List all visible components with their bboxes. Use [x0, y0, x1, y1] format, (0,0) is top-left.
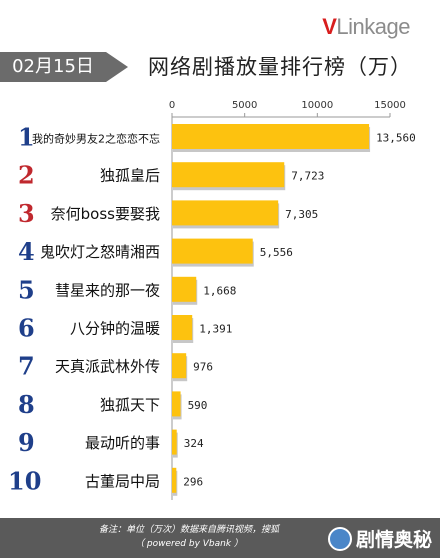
category-label: 八分钟的温暖: [70, 320, 160, 338]
data-label: 5,556: [260, 246, 293, 259]
x-tick-label: 10000: [301, 100, 333, 111]
x-tick-label: 0: [169, 100, 175, 111]
category-label: 鬼吹灯之怒晴湘西: [40, 243, 160, 261]
footer-note-line1: 备注：单位（万次）数据来自腾讯视频，搜狐: [98, 525, 279, 535]
date-badge: 02月15日: [0, 52, 128, 82]
data-label: 7,723: [291, 170, 324, 183]
data-label: 324: [184, 437, 204, 450]
category-label: 独孤皇后: [100, 167, 160, 185]
data-label: 1,391: [199, 323, 232, 336]
rank-number: 9: [18, 428, 35, 457]
bar: [172, 124, 370, 149]
footer-note: 备注：单位（万次）数据来自腾讯视频，搜狐 （ powered by Vbank …: [74, 523, 304, 551]
rank-number: 5: [18, 275, 35, 304]
rank-number: 4: [18, 237, 35, 266]
rank-number: 2: [18, 161, 35, 190]
bar: [172, 276, 197, 302]
rank-number: 10: [8, 466, 41, 495]
data-label: 13,560: [376, 132, 416, 145]
logo-v: V: [322, 14, 337, 39]
category-label: 彗星来的那一夜: [55, 281, 160, 299]
bar: [172, 315, 193, 340]
x-tick-label: 5000: [232, 100, 257, 111]
data-label: 976: [193, 361, 213, 374]
rank-number: 1: [18, 123, 35, 152]
chart-title: 网络剧播放量排行榜（万）: [148, 55, 412, 79]
bar: [172, 238, 253, 264]
bar: [172, 467, 177, 493]
footer-note-line2: （ powered by Vbank ）: [135, 539, 243, 549]
bar: [172, 162, 285, 188]
category-label: 古董局中局: [85, 472, 160, 490]
data-label: 296: [183, 475, 203, 488]
footer-bar: 备注：单位（万次）数据来自腾讯视频，搜狐 （ powered by Vbank …: [0, 518, 440, 558]
bar: [172, 429, 177, 455]
data-label: 1,668: [203, 284, 236, 297]
rank-number: 7: [18, 352, 35, 381]
vlinkage-logo: VLinkage: [322, 14, 410, 40]
category-label: 最动听的事: [85, 434, 160, 452]
logo-text: Linkage: [336, 14, 410, 39]
bar: [172, 391, 181, 417]
bar: [172, 353, 187, 379]
watermark: 剧情奥秘: [327, 525, 432, 552]
bar: [172, 200, 279, 226]
watermark-text: 剧情奥秘: [355, 529, 432, 551]
data-label: 590: [188, 399, 208, 412]
rank-number: 3: [18, 199, 35, 228]
category-label: 奈何boss要娶我: [51, 205, 160, 223]
category-label: 我的奇妙男友2之恋恋不忘: [32, 132, 160, 146]
category-label: 天真派武林外传: [55, 358, 160, 376]
x-tick-label: 15000: [374, 100, 406, 111]
rank-number: 8: [18, 390, 35, 419]
data-label: 7,305: [285, 208, 318, 221]
rank-number: 6: [18, 314, 35, 343]
watermark-icon: [327, 526, 352, 551]
category-label: 独孤天下: [100, 396, 160, 414]
